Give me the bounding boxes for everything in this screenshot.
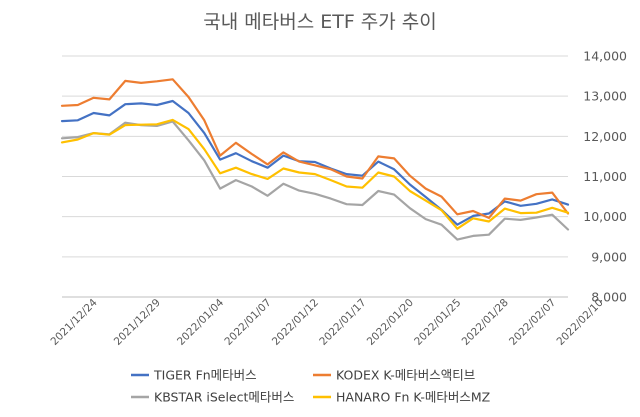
y-tick-label: 10,000	[583, 209, 627, 224]
y-tick-label: 12,000	[583, 129, 627, 144]
series-line-1	[60, 99, 570, 226]
x-tick-label: 2022/01/25	[412, 297, 463, 348]
y-tick-label: 14,000	[583, 49, 627, 64]
x-tick-label: 2022/01/04	[175, 296, 227, 348]
y-axis-tick-labels: 8,000 9,000 10,000 11,000 12,000 13,000 14,000	[583, 49, 627, 305]
y-tick-label: 8,000	[591, 290, 627, 305]
x-tick-label: 2021/12/24	[48, 296, 100, 348]
series-line-2	[60, 78, 570, 219]
chart-title: 국내 메타버스 ETF 주가 추이	[203, 11, 437, 33]
series-lines	[60, 78, 570, 241]
x-tick-label: 2022/02/07	[507, 297, 558, 348]
y-tick-label: 11,000	[583, 169, 627, 184]
x-tick-label: 2022/02/10	[554, 297, 605, 348]
x-tick-label: 2022/01/12	[270, 297, 321, 348]
legend-label: TIGER Fn메타버스	[153, 368, 257, 383]
series-line-4	[60, 118, 570, 230]
legend-label: KODEX K-메타버스액티브	[336, 368, 475, 383]
x-tick-label: 2022/01/20	[365, 297, 416, 348]
x-axis-tick-labels: 2021/12/24 2021/12/29 2022/01/042022/01/07…	[48, 296, 605, 348]
x-tick-label: 2022/01/28	[460, 297, 511, 348]
y-tick-label: 9,000	[591, 249, 627, 264]
legend-label: KBSTAR iSelect메타버스	[154, 390, 294, 405]
legend: TIGER Fn메타버스 KODEX K-메타버스액티브 KBSTAR iSelec…	[131, 368, 490, 405]
legend-label: HANARO Fn K-메타버스MZ	[336, 390, 490, 405]
y-tick-label: 13,000	[583, 89, 627, 104]
series-line-3	[60, 120, 570, 241]
x-tick-label: 2022/01/17	[317, 297, 368, 348]
x-tick-label: 2022/01/07	[222, 297, 273, 348]
x-tick-label: 2021/12/29	[112, 297, 163, 348]
gridlines	[62, 55, 568, 298]
